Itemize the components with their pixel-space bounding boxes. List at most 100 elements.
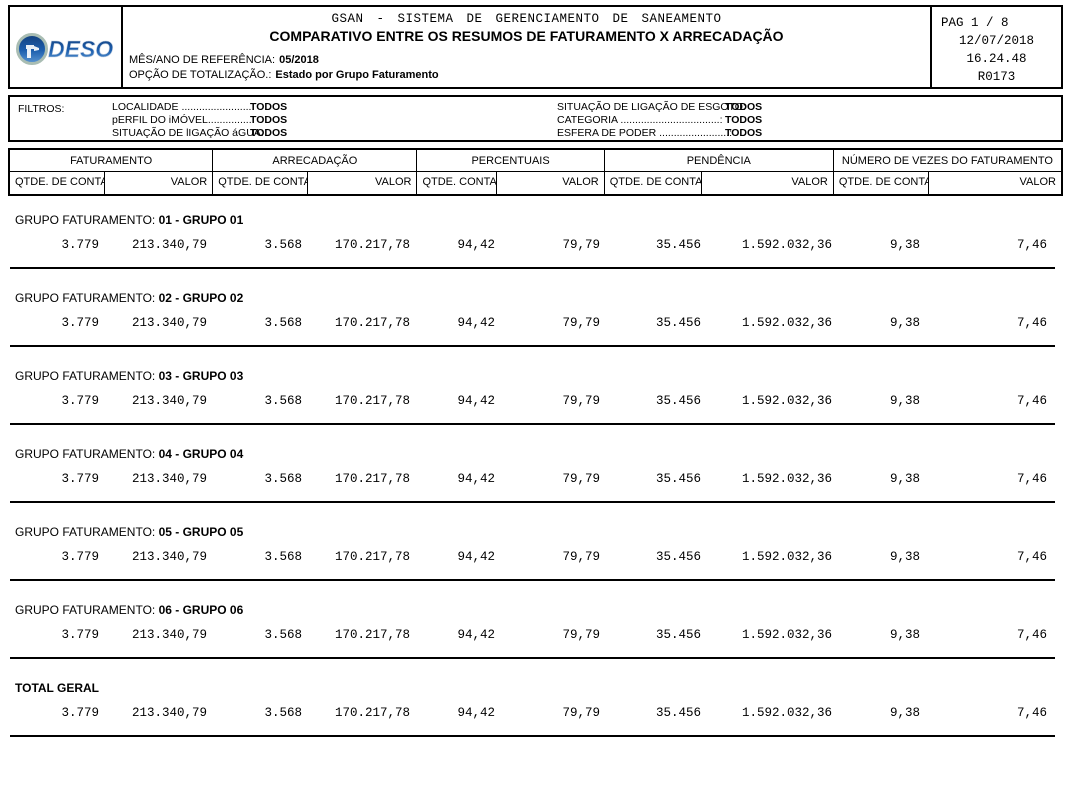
reference-label: MÊS/ANO DE REFERÊNCIA:	[129, 54, 276, 66]
filter-label: pERFIL DO iMÓVEL...............:	[112, 114, 255, 126]
group-label: GRUPO FATURAMENTO: 01 - GRUPO 01	[15, 214, 1063, 227]
data-row: 3.779 213.340,79 3.568 170.217,78 94,42 79,79…	[8, 472, 1063, 486]
data-cell: 35.456	[655, 628, 701, 642]
column-header: VALOR	[308, 172, 418, 194]
data-cell: 7,46	[1016, 472, 1047, 486]
filter-row: pERFIL DO iMÓVEL...............: TODOS	[112, 114, 442, 127]
filter-value: TODOS	[250, 101, 288, 113]
data-cell: 170.217,78	[334, 706, 410, 720]
data-cell: 3.779	[61, 550, 99, 564]
data-cell: 35.456	[655, 472, 701, 486]
group-label-prefix: GRUPO FATURAMENTO:	[15, 525, 159, 539]
data-cell: 79,79	[562, 238, 600, 252]
data-cell: 9,38	[889, 628, 920, 642]
filter-label: SITUAÇÃO DE lIGAÇÃO áGUA:	[112, 127, 264, 139]
reference-value: 05/2018	[279, 54, 319, 66]
filters-title: FILTROS:	[18, 103, 65, 115]
data-cell: 94,42	[457, 316, 495, 330]
data-cell: 94,42	[457, 238, 495, 252]
data-cell: 94,42	[457, 706, 495, 720]
data-cell: 3.568	[264, 550, 302, 564]
group-label: GRUPO FATURAMENTO: 03 - GRUPO 03	[15, 370, 1063, 383]
filter-label: LOCALIDADE ........................:	[112, 101, 255, 113]
report-section: GRUPO FATURAMENTO: 03 - GRUPO 03 3.779 213…	[8, 370, 1063, 425]
data-cell: 7,46	[1016, 394, 1047, 408]
page-number: PAG 1 / 8	[941, 16, 1009, 30]
data-cell: 79,79	[562, 706, 600, 720]
data-cell: 3.779	[61, 394, 99, 408]
data-row: 3.779 213.340,79 3.568 170.217,78 94,42 79,79…	[8, 394, 1063, 408]
group-name: 02 - GRUPO 02	[158, 291, 244, 305]
filter-row: CATEGORIA ..............................…	[557, 114, 887, 127]
data-cell: 3.568	[264, 394, 302, 408]
totalization-line: OPÇÃO DE TOTALIZAÇÃO.: Estado por Grupo F…	[129, 68, 439, 83]
data-cell: 35.456	[655, 394, 701, 408]
data-cell: 79,79	[562, 550, 600, 564]
section-separator	[10, 501, 1055, 503]
group-label-prefix: GRUPO FATURAMENTO:	[15, 603, 159, 617]
data-cell: 79,79	[562, 316, 600, 330]
column-header: QTDE. DE CONTAS	[213, 172, 308, 194]
data-cell: 213.340,79	[131, 706, 207, 720]
data-cell: 3.779	[61, 238, 99, 252]
data-row: 3.779 213.340,79 3.568 170.217,78 94,42 79,79…	[8, 238, 1063, 252]
data-cell: 35.456	[655, 238, 701, 252]
totalization-value: Estado por Grupo Faturamento	[275, 69, 439, 81]
data-cell: 1.592.032,36	[741, 706, 832, 720]
column-header: QTDE. DE CONTAS	[10, 172, 105, 194]
data-row: 3.779 213.340,79 3.568 170.217,78 94,42 79,79…	[8, 550, 1063, 564]
report-section: GRUPO FATURAMENTO: 02 - GRUPO 02 3.779 213…	[8, 292, 1063, 347]
data-cell: 3.779	[61, 706, 99, 720]
data-cell: 213.340,79	[131, 316, 207, 330]
data-row: 3.779 213.340,79 3.568 170.217,78 94,42 79,79…	[8, 316, 1063, 330]
column-header: VALOR	[497, 172, 605, 194]
filter-row: ESFERA DE PODER ........................…	[557, 127, 887, 140]
filter-value: TODOS	[725, 114, 763, 126]
group-label: GRUPO FATURAMENTO: 05 - GRUPO 05	[15, 526, 1063, 539]
column-group-header: PERCENTUAIS	[417, 150, 605, 171]
group-label: GRUPO FATURAMENTO: 06 - GRUPO 06	[15, 604, 1063, 617]
logo-wordmark: DESO	[48, 36, 113, 62]
group-label: GRUPO FATURAMENTO: 02 - GRUPO 02	[15, 292, 1063, 305]
data-cell: 170.217,78	[334, 628, 410, 642]
column-group-header: FATURAMENTO	[10, 150, 214, 171]
data-cell: 94,42	[457, 394, 495, 408]
data-cell: 7,46	[1016, 550, 1047, 564]
group-label: TOTAL GERAL	[15, 682, 1063, 695]
filter-row: SITUAÇÃO DE lIGAÇÃO áGUA: TODOS	[112, 127, 442, 140]
data-row: 3.779 213.340,79 3.568 170.217,78 94,42 79,79…	[8, 706, 1063, 720]
data-cell: 7,46	[1016, 706, 1047, 720]
report-section: GRUPO FATURAMENTO: 06 - GRUPO 06 3.779 213…	[8, 604, 1063, 659]
data-cell: 3.568	[264, 316, 302, 330]
reference-block: MÊS/ANO DE REFERÊNCIA: 05/2018 OPÇÃO DE T…	[129, 53, 439, 83]
deso-logo: DESO	[10, 7, 123, 87]
report-section: GRUPO FATURAMENTO: 04 - GRUPO 04 3.779 213…	[8, 448, 1063, 503]
data-cell: 9,38	[889, 550, 920, 564]
column-group-header: ARRECADAÇÃO	[213, 150, 418, 171]
report-time: 16.24.48	[966, 52, 1027, 66]
data-cell: 7,46	[1016, 238, 1047, 252]
column-header: QTDE. DE CONTAS	[605, 172, 703, 194]
data-cell: 79,79	[562, 472, 600, 486]
data-cell: 213.340,79	[131, 394, 207, 408]
group-name: 01 - GRUPO 01	[158, 213, 244, 227]
group-name: 05 - GRUPO 05	[158, 525, 244, 539]
data-cell: 9,38	[889, 472, 920, 486]
data-cell: 213.340,79	[131, 628, 207, 642]
data-cell: 7,46	[1016, 628, 1047, 642]
group-label-prefix: GRUPO FATURAMENTO:	[15, 213, 159, 227]
group-name: 06 - GRUPO 06	[158, 603, 244, 617]
data-cell: 170.217,78	[334, 316, 410, 330]
data-cell: 79,79	[562, 628, 600, 642]
data-cell: 3.568	[264, 472, 302, 486]
filter-label: ESFERA DE PODER ........................…	[557, 127, 733, 139]
report-section: GRUPO FATURAMENTO: 05 - GRUPO 05 3.779 213…	[8, 526, 1063, 581]
report-code: R0173	[977, 70, 1016, 84]
column-header: VALOR	[105, 172, 214, 194]
section-separator	[10, 423, 1055, 425]
data-cell: 213.340,79	[131, 550, 207, 564]
group-label-prefix: GRUPO FATURAMENTO:	[15, 369, 159, 383]
system-title: GSAN - SISTEMA DE GERENCIAMENTO DE SANEA…	[331, 12, 722, 26]
column-header: VALOR	[1019, 176, 1056, 188]
